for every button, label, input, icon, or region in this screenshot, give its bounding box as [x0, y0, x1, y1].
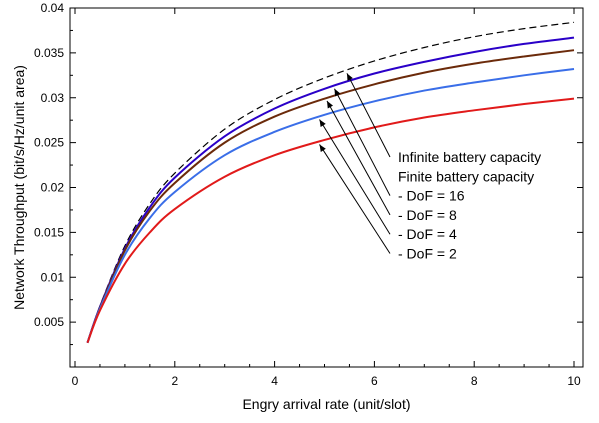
annotation-label: - DoF = 2 [398, 246, 457, 262]
series-line-dof8 [86, 49, 575, 344]
annotation-label: - DoF = 4 [398, 226, 457, 242]
annotation-arrow-head [319, 144, 326, 152]
y-tick-label: 0.025 [34, 136, 64, 150]
x-tick-label: 4 [271, 374, 278, 388]
x-tick-label: 6 [371, 374, 378, 388]
series-line-dof4 [86, 68, 575, 344]
series-line-dof2 [86, 97, 575, 344]
y-tick-label: 0.035 [34, 46, 64, 60]
annotation-arrow-line [346, 73, 391, 158]
annotation-arrow-head [326, 100, 334, 109]
x-tick-label: 2 [171, 374, 178, 388]
y-tick-label: 0.02 [41, 181, 65, 195]
y-tick-label: 0.03 [41, 91, 65, 105]
annotation-arrow-head [346, 73, 353, 81]
y-tick-label: 0.015 [34, 225, 64, 239]
axis-ticks: 0 2 4 6 8 10 0.005 0.01 0.015 0.02 0.025 0.03 0.035 0… [34, 1, 583, 388]
annotation-label: Infinite battery capacity [398, 149, 541, 165]
x-tick-label: 8 [471, 374, 478, 388]
series-line-infinite [86, 21, 575, 343]
annotations: Infinite battery capacity Finite battery … [319, 73, 541, 262]
y-tick-label: 0.005 [34, 315, 64, 329]
annotation-label: - DoF = 8 [398, 207, 457, 223]
y-axis-label: Network Throughput (bit/s/Hz/unit area) [11, 65, 27, 310]
annotation-label: Finite battery capacity [398, 168, 534, 184]
annotation-arrow-line [326, 100, 391, 216]
annotation-arrow-line [334, 88, 391, 196]
y-tick-label: 0.04 [41, 1, 65, 15]
plot-lines [86, 21, 575, 344]
y-tick-label: 0.01 [41, 270, 65, 284]
annotation-arrow-head [319, 119, 326, 128]
annotation-arrow-line [319, 119, 391, 235]
x-axis-label: Engry arrival rate (unit/slot) [242, 396, 410, 412]
annotation-label: - DoF = 16 [398, 188, 465, 204]
x-tick-label: 10 [567, 374, 581, 388]
annotation-arrow-head [334, 88, 341, 97]
annotation-arrow-line [319, 144, 391, 254]
x-tick-label: 0 [72, 374, 79, 388]
